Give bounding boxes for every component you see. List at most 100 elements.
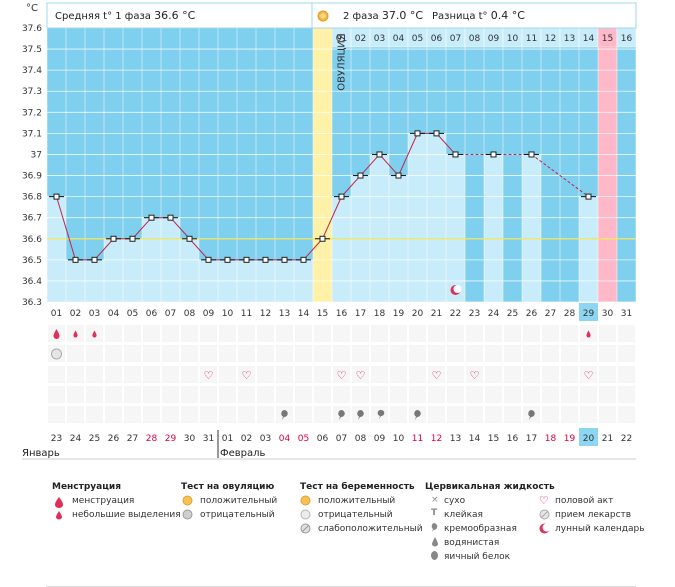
temperature-point[interactable] — [129, 235, 136, 242]
symptom-cell[interactable] — [143, 406, 160, 423]
symptom-cell[interactable] — [257, 386, 274, 403]
symptom-cell[interactable] — [219, 366, 236, 383]
symptom-cell[interactable] — [257, 406, 274, 423]
symptom-cell[interactable] — [371, 345, 388, 362]
symptom-cell[interactable] — [447, 345, 464, 362]
symptom-cell[interactable] — [333, 345, 350, 362]
symptom-cell[interactable] — [67, 386, 84, 403]
symptom-cell[interactable] — [523, 345, 540, 362]
symptom-cell[interactable] — [599, 406, 616, 423]
symptom-cell[interactable] — [447, 386, 464, 403]
temperature-point[interactable] — [490, 151, 497, 158]
symptom-cell[interactable] — [333, 325, 350, 342]
symptom-cell[interactable] — [390, 345, 407, 362]
symptom-cell[interactable] — [200, 366, 217, 383]
symptom-cell[interactable] — [181, 386, 198, 403]
symptom-cell[interactable] — [523, 386, 540, 403]
symptom-cell[interactable] — [447, 406, 464, 423]
symptom-cell[interactable] — [314, 345, 331, 362]
symptom-cell[interactable] — [86, 406, 103, 423]
symptom-cell[interactable] — [618, 366, 635, 383]
symptom-cell[interactable] — [238, 345, 255, 362]
symptom-cell[interactable] — [276, 366, 293, 383]
symptom-cell[interactable] — [561, 386, 578, 403]
symptom-cell[interactable] — [485, 406, 502, 423]
temperature-point[interactable] — [414, 130, 421, 137]
temperature-point[interactable] — [319, 235, 326, 242]
symptom-cell[interactable] — [181, 345, 198, 362]
symptom-cell[interactable] — [561, 345, 578, 362]
symptom-cell[interactable] — [86, 386, 103, 403]
symptom-cell[interactable] — [181, 325, 198, 342]
temperature-point[interactable] — [452, 151, 459, 158]
symptom-cell[interactable] — [219, 325, 236, 342]
symptom-cell[interactable] — [580, 386, 597, 403]
symptom-cell[interactable] — [580, 366, 597, 383]
symptom-cell[interactable] — [371, 366, 388, 383]
symptom-cell[interactable] — [200, 386, 217, 403]
symptom-cell[interactable] — [105, 345, 122, 362]
symptom-cell[interactable] — [200, 406, 217, 423]
symptom-cell[interactable] — [390, 325, 407, 342]
temperature-point[interactable] — [300, 256, 307, 263]
symptom-cell[interactable] — [466, 366, 483, 383]
symptom-cell[interactable] — [542, 345, 559, 362]
symptom-cell[interactable] — [561, 366, 578, 383]
temperature-point[interactable] — [338, 193, 345, 200]
symptom-cell[interactable] — [447, 366, 464, 383]
symptom-cell[interactable] — [238, 366, 255, 383]
symptom-cell[interactable] — [200, 325, 217, 342]
temperature-point[interactable] — [281, 256, 288, 263]
symptom-cell[interactable] — [504, 325, 521, 342]
symptom-cell[interactable] — [504, 366, 521, 383]
symptom-cell[interactable] — [504, 345, 521, 362]
symptom-cell[interactable] — [466, 345, 483, 362]
symptom-cell[interactable] — [295, 325, 312, 342]
symptom-cell[interactable] — [561, 406, 578, 423]
symptom-cell[interactable] — [504, 406, 521, 423]
symptom-cell[interactable] — [390, 366, 407, 383]
symptom-cell[interactable] — [219, 406, 236, 423]
symptom-cell[interactable] — [409, 345, 426, 362]
symptom-cell[interactable] — [105, 406, 122, 423]
symptom-cell[interactable] — [200, 345, 217, 362]
symptom-cell[interactable] — [390, 386, 407, 403]
symptom-cell[interactable] — [542, 386, 559, 403]
symptom-cell[interactable] — [409, 366, 426, 383]
symptom-cell[interactable] — [67, 345, 84, 362]
symptom-cell[interactable] — [618, 345, 635, 362]
symptom-cell[interactable] — [219, 386, 236, 403]
symptom-cell[interactable] — [466, 386, 483, 403]
symptom-cell[interactable] — [390, 406, 407, 423]
symptom-cell[interactable] — [314, 386, 331, 403]
symptom-cell[interactable] — [162, 345, 179, 362]
symptom-cell[interactable] — [105, 366, 122, 383]
symptom-cell[interactable] — [580, 406, 597, 423]
symptom-cell[interactable] — [580, 345, 597, 362]
symptom-cell[interactable] — [86, 366, 103, 383]
temperature-point[interactable] — [205, 256, 212, 263]
symptom-cell[interactable] — [409, 325, 426, 342]
symptom-cell[interactable] — [124, 386, 141, 403]
symptom-cell[interactable] — [105, 325, 122, 342]
symptom-cell[interactable] — [86, 345, 103, 362]
symptom-cell[interactable] — [67, 406, 84, 423]
symptom-cell[interactable] — [276, 345, 293, 362]
symptom-cell[interactable] — [409, 386, 426, 403]
symptom-cell[interactable] — [485, 386, 502, 403]
symptom-cell[interactable] — [238, 386, 255, 403]
symptom-cell[interactable] — [181, 366, 198, 383]
symptom-cell[interactable] — [371, 325, 388, 342]
symptom-cell[interactable] — [485, 366, 502, 383]
symptom-cell[interactable] — [314, 406, 331, 423]
symptom-cell[interactable] — [295, 406, 312, 423]
temperature-point[interactable] — [243, 256, 250, 263]
symptom-cell[interactable] — [257, 345, 274, 362]
symptom-cell[interactable] — [523, 366, 540, 383]
symptom-cell[interactable] — [618, 386, 635, 403]
symptom-cell[interactable] — [485, 325, 502, 342]
symptom-cell[interactable] — [314, 325, 331, 342]
temperature-point[interactable] — [224, 256, 231, 263]
temperature-point[interactable] — [110, 235, 117, 242]
symptom-cell[interactable] — [48, 386, 65, 403]
